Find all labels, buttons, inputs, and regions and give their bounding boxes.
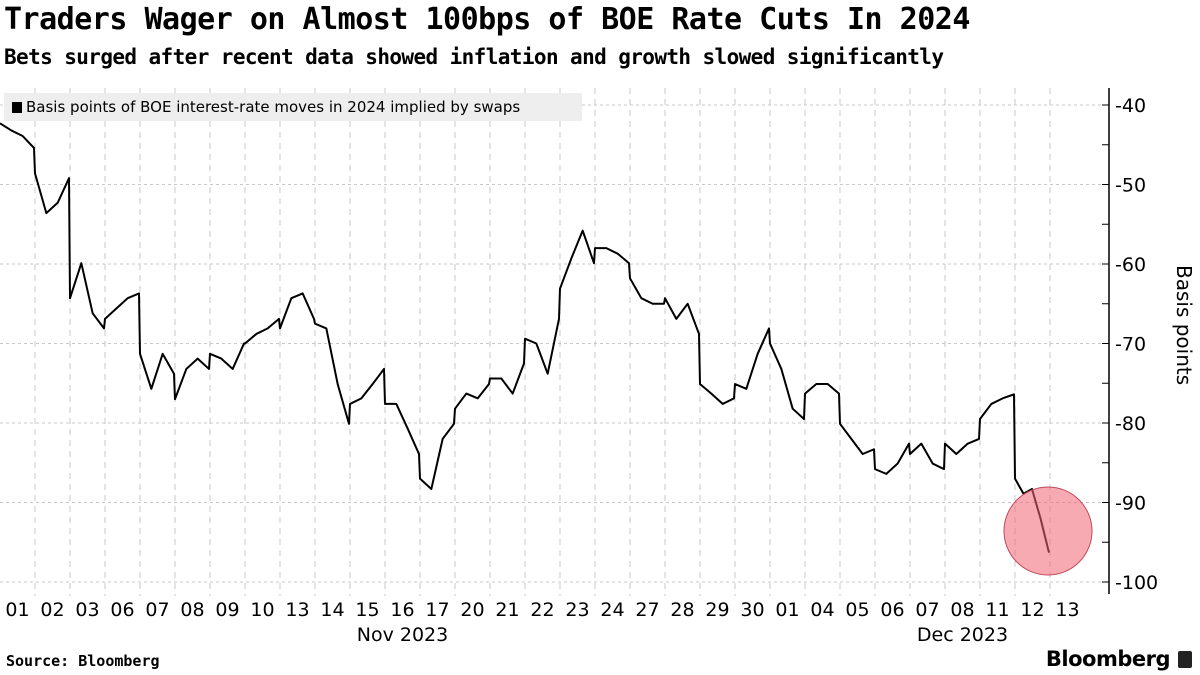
- y-tick-label: -40: [1115, 95, 1146, 117]
- x-tick-label: 02: [40, 599, 64, 621]
- x-tick-label: 24: [600, 599, 624, 621]
- chart-title: Traders Wager on Almost 100bps of BOE Ra…: [4, 2, 970, 37]
- x-tick-label: 08: [180, 599, 204, 621]
- x-tick-label: 28: [670, 599, 694, 621]
- x-tick-label: 08: [950, 599, 974, 621]
- y-tick-label: -100: [1115, 572, 1158, 594]
- legend-label: Basis points of BOE interest-rate moves …: [26, 98, 521, 116]
- x-tick-label: 12: [1020, 599, 1044, 621]
- x-tick-label: 21: [495, 599, 519, 621]
- x-tick-label: 27: [635, 599, 659, 621]
- x-tick-label: 14: [320, 599, 344, 621]
- y-tick-label: -60: [1115, 254, 1146, 276]
- x-tick-label: 06: [880, 599, 904, 621]
- x-tick-label: 01: [5, 599, 29, 621]
- bloomberg-chart-icon: [1178, 650, 1192, 668]
- x-month-label: Dec 2023: [917, 624, 1008, 646]
- x-tick-label: 10: [250, 599, 274, 621]
- x-tick-label: 11: [985, 599, 1009, 621]
- x-tick-label: 29: [705, 599, 729, 621]
- x-tick-label: 13: [285, 599, 309, 621]
- series-line: [0, 122, 1050, 553]
- legend: Basis points of BOE interest-rate moves …: [4, 93, 582, 121]
- y-tick-label: -90: [1115, 493, 1146, 515]
- x-tick-label: 22: [530, 599, 554, 621]
- x-tick-label: 07: [145, 599, 169, 621]
- y-tick-label: -50: [1115, 175, 1146, 197]
- x-tick-label: 15: [355, 599, 379, 621]
- x-tick-label: 07: [915, 599, 939, 621]
- x-tick-label: 04: [810, 599, 834, 621]
- x-tick-label: 20: [460, 599, 484, 621]
- y-tick-label: -70: [1115, 334, 1146, 356]
- x-tick-label: 16: [390, 599, 414, 621]
- brand-text: Bloomberg: [1045, 647, 1171, 671]
- source-note: Source: Bloomberg: [6, 652, 160, 670]
- x-tick-label: 17: [425, 599, 449, 621]
- x-tick-label: 09: [215, 599, 239, 621]
- x-tick-label: 03: [75, 599, 99, 621]
- bloomberg-logo: Bloomberg: [1046, 647, 1192, 671]
- chart-subtitle: Bets surged after recent data showed inf…: [4, 45, 944, 69]
- x-month-label: Nov 2023: [357, 624, 448, 646]
- x-tick-label: 13: [1055, 599, 1079, 621]
- x-tick-label: 23: [565, 599, 589, 621]
- highlight-circle: [1003, 486, 1093, 576]
- y-tick-label: -80: [1115, 413, 1146, 435]
- x-tick-label: 01: [775, 599, 799, 621]
- x-tick-label: 05: [845, 599, 869, 621]
- legend-swatch: [12, 101, 22, 113]
- y-axis-title: Basis points: [1172, 265, 1196, 386]
- x-tick-label: 30: [740, 599, 764, 621]
- x-tick-label: 06: [110, 599, 134, 621]
